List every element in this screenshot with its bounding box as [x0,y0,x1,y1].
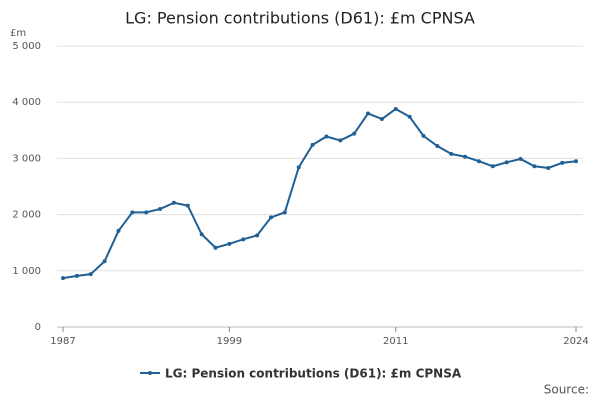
chart-title: LG: Pension contributions (D61): £m CPNS… [125,9,475,28]
y-tick-label: 1 000 [12,266,41,277]
data-point [449,151,454,156]
data-point [102,259,107,264]
data-point [532,164,537,169]
source: Source: [544,383,589,397]
data-point [324,134,329,139]
x-tick-label: 2024 [563,336,588,347]
y-tick-label: 3 000 [12,153,41,164]
legend-label: LG: Pension contributions (D61): £m CPNS… [165,367,462,381]
data-point [213,245,218,250]
data-point [546,165,551,170]
y-tick-label: 2 000 [12,210,41,221]
x-tick-label: 1999 [217,336,242,347]
data-point [74,273,79,278]
data-point [379,117,384,122]
data-point [407,114,412,119]
data-point [144,210,149,215]
data-point [310,142,315,147]
data-point [296,165,301,170]
data-point [574,159,578,164]
data-point [227,241,232,246]
data-point [463,154,468,159]
data-point [255,233,260,238]
x-tick-label: 1987 [50,336,75,347]
data-point [171,200,176,205]
data-point [393,106,398,111]
x-tick-label: 2011 [383,336,408,347]
y-tick-label: 4 000 [12,97,41,108]
data-point [88,272,93,277]
data-point [199,232,204,237]
data-point [560,160,565,165]
y-tick-label: 5 000 [12,41,41,52]
legend-marker [148,371,152,375]
data-line [62,107,577,280]
y-unit: £m [10,28,26,39]
data-point [185,203,190,208]
data-point [421,133,426,138]
data-point [352,131,357,136]
data-point [476,159,481,164]
data-point [61,276,65,281]
data-point [435,144,440,149]
data-point [518,156,523,161]
data-point [130,210,135,215]
y-tick-label: 0 [35,322,41,333]
data-point [338,138,343,143]
data-point [490,164,495,169]
data-point [158,206,163,211]
data-point [504,160,509,165]
data-point [268,215,273,220]
data-point [116,228,121,233]
data-point [282,210,287,215]
data-point [241,237,246,242]
data-point [366,111,371,116]
